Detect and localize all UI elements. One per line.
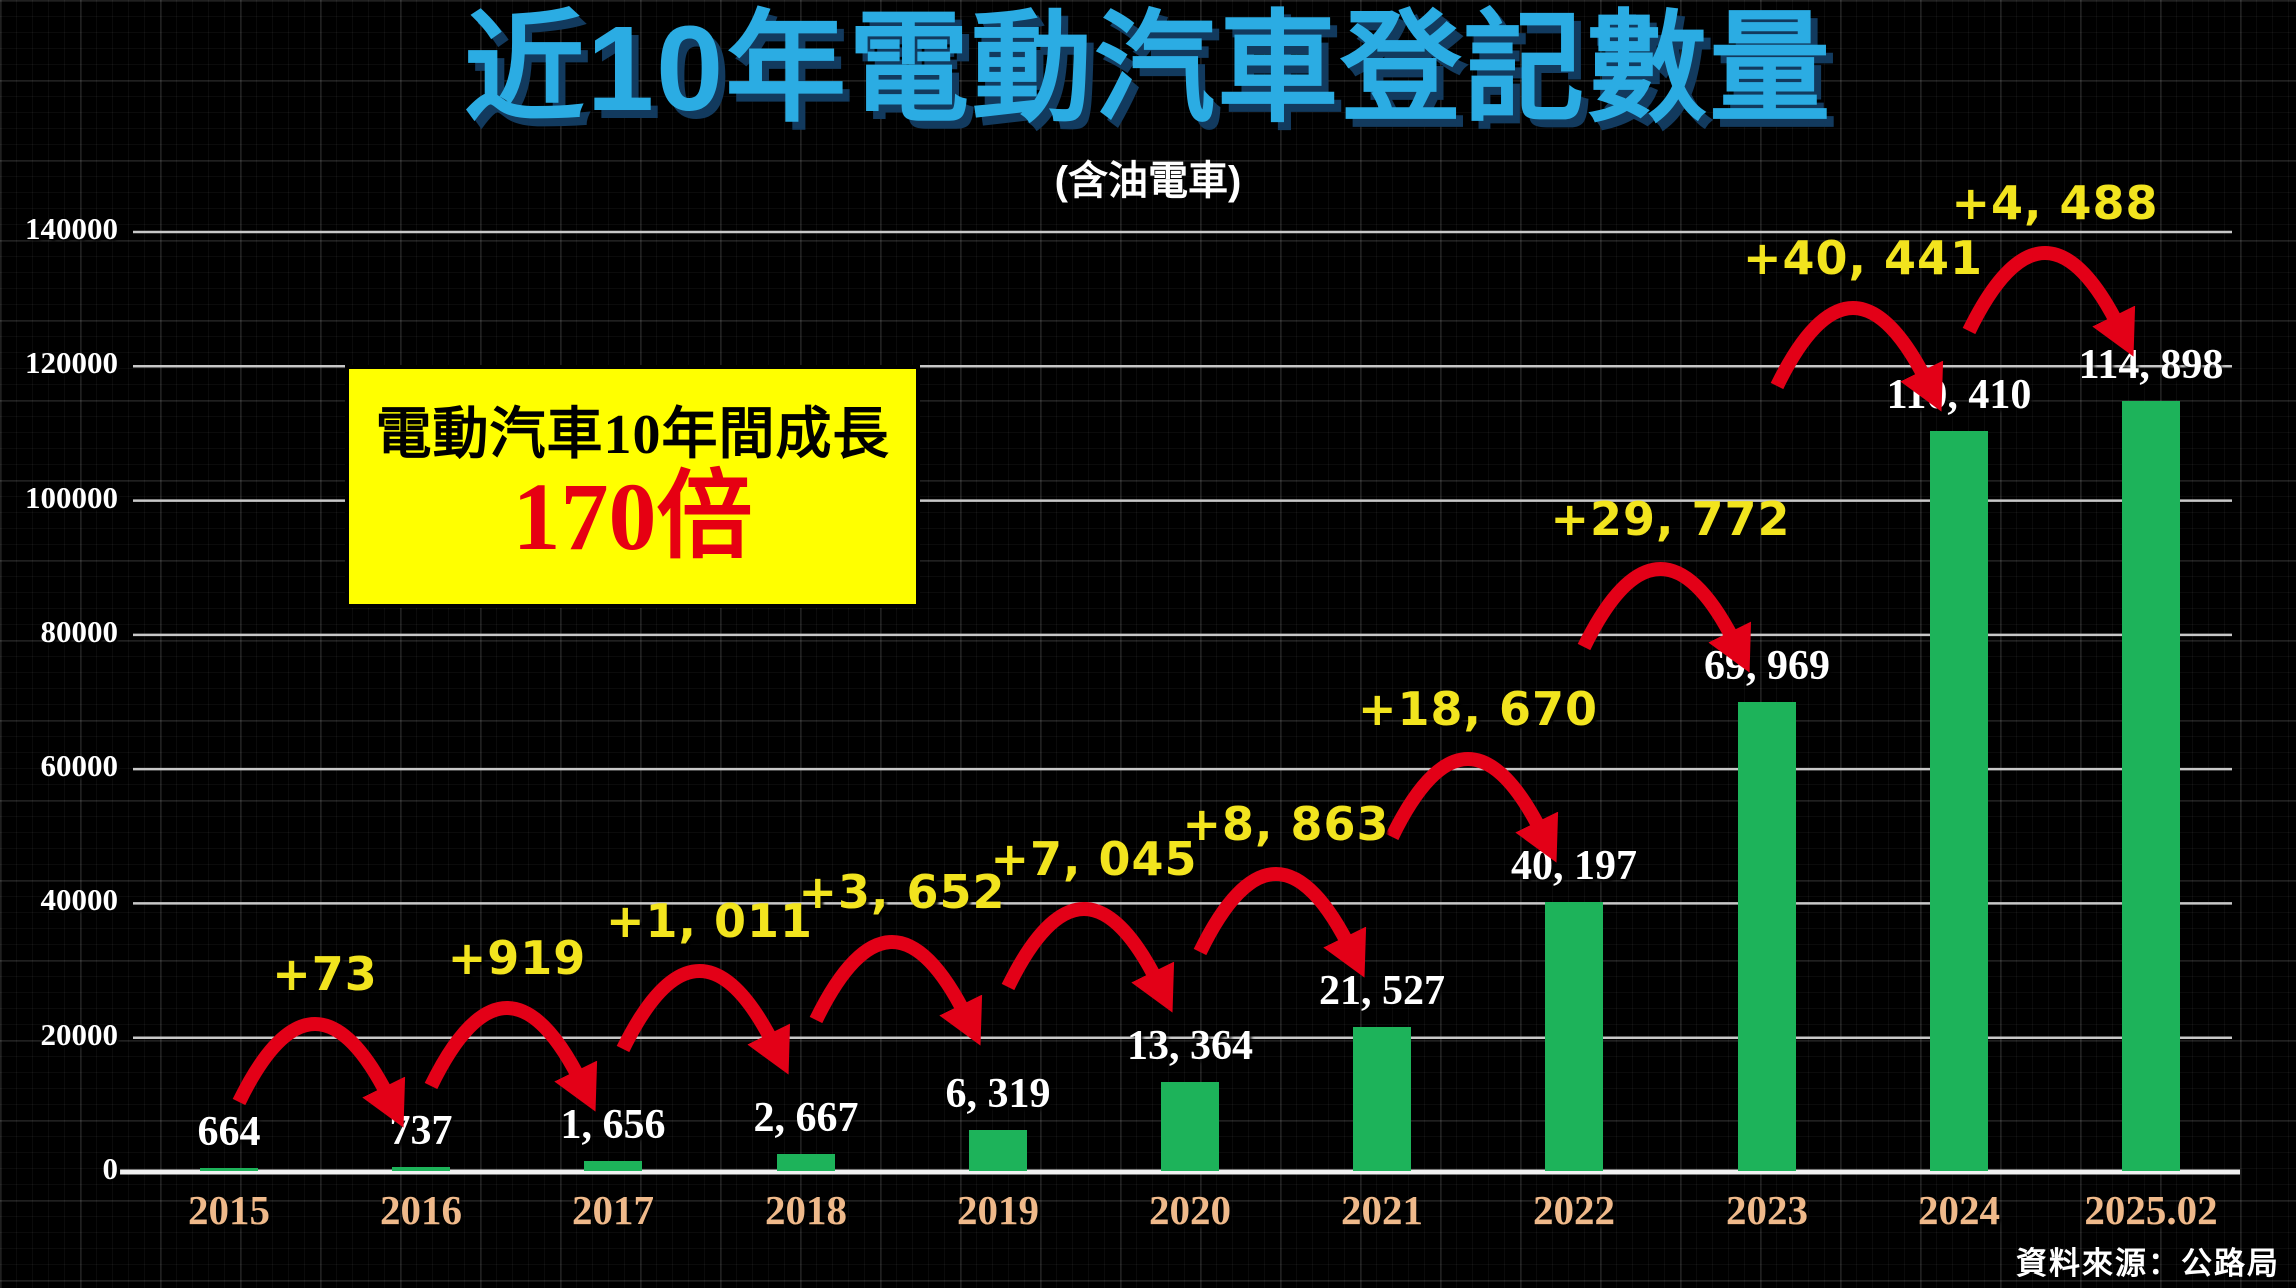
growth-arrow-2023-to-2024 bbox=[1770, 301, 1944, 412]
bar-value-label-2020: 13, 364 bbox=[1127, 1023, 1253, 1069]
growth-arrow-2016-to-2017 bbox=[424, 1001, 598, 1112]
data-source-caption: 資料來源：公路局 bbox=[2016, 1246, 2280, 1281]
bar-2015 bbox=[200, 1168, 258, 1171]
x-tick-label-2015: 2015 bbox=[188, 1187, 270, 1233]
bar-2017 bbox=[584, 1161, 642, 1171]
y-tick-label-60000: 60000 bbox=[40, 748, 119, 784]
growth-annotation-highlight: 170倍 bbox=[512, 462, 753, 570]
growth-delta-label-2024: +40, 441 bbox=[1742, 231, 1984, 285]
growth-arrow-2022-to-2023 bbox=[1577, 562, 1752, 673]
growth-arrow-2020-to-2021 bbox=[1193, 867, 1367, 978]
y-tick-label-80000: 80000 bbox=[40, 613, 119, 649]
x-tick-label-2025.02: 2025.02 bbox=[2084, 1187, 2218, 1233]
bar-2024 bbox=[1930, 431, 1988, 1171]
chart-title: 近10年電動汽車登記數量 bbox=[463, 0, 1833, 136]
growth-arrow-2021-to-2022 bbox=[1385, 752, 1559, 863]
growth-delta-label-2016: +73 bbox=[272, 947, 378, 1001]
x-tick-label-2022: 2022 bbox=[1533, 1187, 1615, 1233]
x-tick-label-2019: 2019 bbox=[957, 1187, 1039, 1233]
growth-delta-label-2019: +3, 652 bbox=[798, 865, 1006, 919]
growth-arrow-2024-to-2025.02 bbox=[1962, 246, 2136, 357]
x-tick-label-2023: 2023 bbox=[1726, 1187, 1808, 1233]
growth-arrow-2019-to-2020 bbox=[1001, 902, 1175, 1013]
bar-2021 bbox=[1353, 1027, 1411, 1171]
x-tick-label-2020: 2020 bbox=[1149, 1187, 1231, 1233]
x-tick-label-2016: 2016 bbox=[380, 1187, 462, 1233]
bar-2018 bbox=[777, 1154, 835, 1171]
x-tick-label-2017: 2017 bbox=[572, 1187, 654, 1233]
y-tick-label-40000: 40000 bbox=[40, 882, 119, 918]
growth-delta-label-2020: +7, 045 bbox=[990, 832, 1198, 886]
growth-delta-label-2023: +29, 772 bbox=[1550, 492, 1791, 546]
y-tick-label-120000: 120000 bbox=[25, 345, 118, 381]
y-tick-label-100000: 100000 bbox=[25, 479, 118, 515]
chart-subtitle: (含油電車) bbox=[1054, 159, 1242, 203]
x-tick-label-2021: 2021 bbox=[1341, 1187, 1423, 1233]
growth-delta-label-2018: +1, 011 bbox=[605, 894, 814, 948]
growth-annotation-text: 電動汽車10年間成長 bbox=[375, 404, 890, 467]
bar-value-label-2019: 6, 319 bbox=[945, 1071, 1051, 1117]
bar-2019 bbox=[969, 1130, 1027, 1171]
growth-arrow-2017-to-2018 bbox=[616, 964, 791, 1075]
growth-delta-label-2017: +919 bbox=[447, 931, 587, 985]
growth-delta-label-2025.02: +4, 488 bbox=[1951, 176, 2159, 230]
growth-annotation-box: 電動汽車10年間成長 170倍 bbox=[345, 365, 920, 608]
x-tick-label-2024: 2024 bbox=[1918, 1187, 2000, 1233]
x-tick-label-2018: 2018 bbox=[765, 1187, 847, 1233]
bar-2022 bbox=[1545, 902, 1603, 1171]
y-tick-label-20000: 20000 bbox=[40, 1016, 119, 1052]
bar-2025.02 bbox=[2122, 401, 2180, 1171]
bar-2016 bbox=[392, 1167, 450, 1171]
bar-2023 bbox=[1738, 702, 1796, 1171]
bar-2020 bbox=[1161, 1082, 1219, 1171]
bar-value-label-2015: 664 bbox=[197, 1109, 261, 1155]
bar-value-label-2018: 2, 667 bbox=[753, 1095, 859, 1141]
y-tick-label-0: 0 bbox=[102, 1151, 119, 1186]
growth-delta-label-2021: +8, 863 bbox=[1182, 797, 1390, 851]
y-tick-label-140000: 140000 bbox=[25, 211, 118, 246]
growth-arrow-2015-to-2016 bbox=[232, 1017, 406, 1128]
growth-delta-label-2022: +18, 670 bbox=[1357, 682, 1599, 736]
growth-arrow-2018-to-2019 bbox=[809, 935, 983, 1046]
